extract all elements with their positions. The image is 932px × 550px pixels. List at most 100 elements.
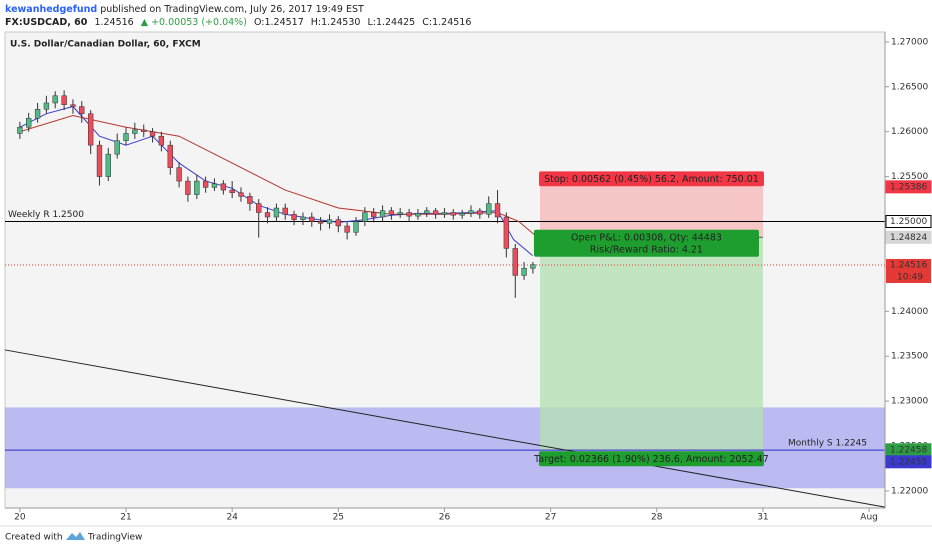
x-tick-label: 28 xyxy=(651,513,663,523)
y-tick-label: 1.25500 xyxy=(891,172,928,182)
candle-body xyxy=(87,113,94,146)
level-label: Monthly S 1.2245 xyxy=(788,439,867,449)
x-tick-label: 26 xyxy=(439,513,451,523)
last-price-label: 1.24516 xyxy=(890,260,927,270)
candle-body xyxy=(149,131,156,137)
symbol: FX:USDCAD, 60 xyxy=(5,17,88,28)
candle-body xyxy=(34,108,41,119)
price-label: 1.25000 xyxy=(890,217,927,227)
price-label: 1.22455 xyxy=(890,457,927,467)
stop-area xyxy=(540,186,763,238)
price-label: 1.25386 xyxy=(890,182,927,192)
author: kewanhedgefund xyxy=(5,4,97,15)
candle-body xyxy=(432,210,439,215)
x-tick-label: Aug xyxy=(860,513,878,523)
candle-body xyxy=(353,221,359,233)
candle-body xyxy=(264,212,271,218)
target-area xyxy=(540,237,763,450)
price-label: 1.22458 xyxy=(890,445,927,455)
trendline xyxy=(4,349,886,508)
candle-body xyxy=(300,216,306,220)
overlay: Stop: 0.00562 (0.45%) 56.2, Amount: 750.… xyxy=(533,171,769,467)
level-label: Weekly R 1.2500 xyxy=(8,210,84,220)
plot: Weekly R 1.2500 Monthly S 1.2245 xyxy=(4,90,886,508)
x-tick-label: 25 xyxy=(333,513,344,523)
brand[interactable]: TradingView xyxy=(87,533,142,543)
ohlc: C:1.24516 xyxy=(422,17,471,28)
price-label-box xyxy=(885,215,932,229)
candle-body xyxy=(441,212,448,215)
candle-body xyxy=(468,210,474,214)
stop-label-box xyxy=(538,171,764,187)
candle-body xyxy=(185,180,191,195)
candle-body xyxy=(70,104,76,107)
y-tick-label: 1.27000 xyxy=(891,37,928,47)
candle-body xyxy=(309,216,315,222)
quote-line: FX:USDCAD, 60 1.24516 ▲ +0.00053 (+0.04%… xyxy=(5,17,471,28)
candle-body xyxy=(503,216,510,249)
candle-body xyxy=(486,203,492,215)
price-label-box xyxy=(885,230,932,244)
target-label-box xyxy=(538,451,764,467)
candle-body xyxy=(158,135,165,146)
x-tick-label: 24 xyxy=(226,513,238,523)
candle-body xyxy=(291,214,297,220)
candle-body xyxy=(397,212,403,215)
candle-body xyxy=(176,167,182,182)
candle-body xyxy=(362,212,368,222)
x-tick-label: 31 xyxy=(757,513,768,523)
moving-average xyxy=(19,114,536,236)
pnl-label: Risk/Reward Ratio: 4.21 xyxy=(590,244,703,255)
pnl-label-box xyxy=(533,229,759,257)
price-label-box xyxy=(885,180,932,194)
price-label-box xyxy=(885,455,932,469)
candle-body xyxy=(256,203,262,213)
candle-body xyxy=(211,183,218,188)
last: 1.24516 xyxy=(94,17,133,28)
candle-body xyxy=(123,133,129,141)
y-tick-label: 1.26000 xyxy=(891,127,928,137)
target-label: Target: 0.02366 (1.90%) 236.6, Amount: 2… xyxy=(533,454,769,465)
candle-body xyxy=(105,153,111,177)
candle-body xyxy=(370,212,377,218)
candle-body xyxy=(25,117,32,128)
candle-body xyxy=(415,213,421,217)
candle-body xyxy=(79,106,85,114)
y-tick-label: 1.23000 xyxy=(891,397,928,407)
last-price-time: 10:49 xyxy=(897,272,923,282)
candle-body xyxy=(379,210,386,218)
y-tick-label: 1.26500 xyxy=(891,82,928,92)
ohlc: L:1.24425 xyxy=(367,17,415,28)
candle-body xyxy=(194,180,200,195)
y-tick-label: 1.23500 xyxy=(891,352,928,362)
candle-body xyxy=(494,203,501,218)
x-tick-label: 21 xyxy=(120,513,131,523)
candle-body xyxy=(247,196,253,204)
candle-body xyxy=(273,207,280,218)
candle-body xyxy=(388,210,395,215)
candle-body xyxy=(167,144,173,168)
created-with: Created with xyxy=(5,533,63,543)
candle-body xyxy=(238,192,244,197)
candle-body xyxy=(96,144,103,177)
candle-body xyxy=(114,140,120,155)
y-tick-label: 1.24000 xyxy=(891,307,928,317)
candle-body xyxy=(477,210,483,215)
candle-body xyxy=(61,95,67,105)
candle-body xyxy=(512,248,518,276)
candle-body xyxy=(530,264,536,269)
candle-body xyxy=(344,225,350,233)
candle-body xyxy=(459,213,465,216)
candle-body xyxy=(424,210,430,214)
stop-label: Stop: 0.00562 (0.45%) 56.2, Amount: 750.… xyxy=(544,174,759,185)
ohlc: O:1.24517 xyxy=(254,17,304,28)
candle-body xyxy=(317,221,324,224)
y-tick-label: 1.22000 xyxy=(891,486,928,496)
candle-body xyxy=(202,180,209,188)
candle-body xyxy=(229,189,235,194)
candle-body xyxy=(521,267,527,276)
price-label: 1.24824 xyxy=(890,233,927,243)
pnl-label: Open P&L: 0.00308, Qty: 44483 xyxy=(571,232,722,243)
